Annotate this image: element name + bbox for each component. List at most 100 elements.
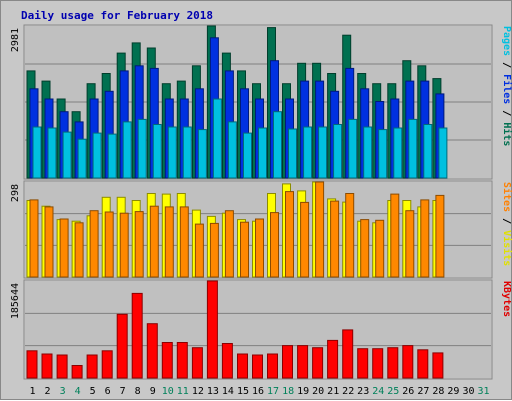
bar-hits-pages-day-26 (408, 118, 418, 179)
bar-visits-sites-day-5 (89, 210, 99, 278)
bar-kbytes-kbytes-day-14 (221, 343, 233, 379)
bar-hits-pages-day-24 (378, 129, 388, 179)
day-label-31: 31 (477, 386, 489, 397)
legend-part: / (501, 212, 512, 230)
bar-visits-sites-day-7 (119, 212, 129, 278)
bar-kbytes-kbytes-day-25 (387, 347, 399, 379)
bar-visits-sites-day-10 (164, 206, 174, 278)
bar-visits-sites-day-26 (405, 210, 415, 278)
bar-kbytes-kbytes-day-18 (282, 345, 293, 379)
bar-visits-sites-day-27 (420, 199, 430, 278)
day-label-18: 18 (282, 386, 294, 397)
day-label-10: 10 (162, 386, 174, 397)
bar-visits-sites-day-21 (330, 200, 340, 278)
bar-hits-pages-day-22 (348, 118, 358, 179)
bar-kbytes-kbytes-day-15 (237, 353, 248, 379)
chart-title: Daily usage for February 2018 (21, 9, 213, 22)
bar-visits-sites-day-22 (345, 193, 355, 278)
bar-kbytes-kbytes-day-13 (206, 280, 218, 379)
bar-kbytes-kbytes-day-12 (191, 347, 203, 379)
bar-hits-pages-day-18 (288, 128, 297, 179)
bar-kbytes-kbytes-day-3 (56, 354, 68, 379)
bar-kbytes-kbytes-day-8 (131, 292, 143, 379)
y-max-label-hits: 2981 (10, 28, 21, 52)
bar-hits-pages-day-15 (243, 132, 252, 179)
bar-visits-sites-day-11 (179, 206, 189, 278)
legend-part: Pages (501, 26, 512, 56)
day-label-21: 21 (327, 386, 339, 397)
bar-kbytes-kbytes-day-23 (357, 348, 369, 379)
bar-hits-pages-day-12 (197, 129, 207, 179)
day-label-22: 22 (342, 386, 354, 397)
day-label-23: 23 (357, 386, 369, 397)
bar-hits-pages-day-23 (363, 126, 373, 179)
bar-kbytes-kbytes-day-20 (312, 347, 324, 379)
bar-visits-sites-day-13 (209, 222, 219, 278)
legend-part: Hits (501, 122, 512, 146)
day-label-28: 28 (432, 386, 444, 397)
bar-hits-pages-day-1 (32, 126, 42, 179)
legend-part: KBytes (501, 281, 512, 317)
day-label-4: 4 (75, 386, 81, 397)
bar-visits-sites-day-25 (390, 193, 400, 278)
bar-hits-pages-day-3 (62, 131, 72, 179)
day-label-3: 3 (60, 386, 66, 397)
day-label-15: 15 (237, 386, 249, 397)
bar-kbytes-kbytes-day-27 (417, 349, 429, 379)
bar-visits-sites-day-14 (224, 210, 234, 278)
day-label-2: 2 (44, 386, 50, 397)
legend-part: Sites (501, 182, 512, 212)
bar-kbytes-kbytes-day-26 (402, 345, 414, 379)
day-label-11: 11 (177, 386, 189, 397)
legend-part: / (501, 104, 512, 122)
day-label-7: 7 (120, 386, 126, 397)
bar-hits-pages-day-13 (212, 98, 222, 179)
bar-visits-sites-day-15 (240, 221, 249, 278)
bar-hits-pages-day-20 (318, 126, 328, 179)
day-label-20: 20 (312, 386, 324, 397)
bar-visits-sites-day-17 (270, 212, 279, 278)
day-label-5: 5 (90, 386, 96, 397)
day-label-8: 8 (135, 386, 141, 397)
bar-visits-sites-day-2 (44, 206, 54, 278)
bar-visits-sites-day-18 (285, 191, 294, 278)
bar-hits-pages-day-9 (152, 124, 162, 179)
legend-kbytes: KBytes (501, 281, 512, 317)
bar-hits-pages-day-5 (92, 132, 102, 179)
bar-hits-pages-day-7 (122, 121, 132, 179)
bar-kbytes-kbytes-day-6 (101, 350, 113, 379)
bar-hits-pages-day-4 (77, 138, 87, 179)
bar-visits-sites-day-12 (194, 223, 204, 278)
bar-kbytes-kbytes-day-10 (161, 342, 173, 379)
y-max-label-kbytes: 185644 (10, 283, 21, 319)
day-label-12: 12 (192, 386, 204, 397)
bar-visits-sites-day-24 (375, 219, 385, 278)
day-label-17: 17 (267, 386, 279, 397)
bar-hits-pages-day-11 (182, 126, 192, 179)
bar-kbytes-kbytes-day-22 (342, 329, 354, 379)
bar-visits-sites-day-23 (360, 219, 370, 278)
bar-hits-pages-day-10 (167, 126, 177, 179)
bar-visits-sites-day-9 (149, 205, 159, 278)
legend-part: / (501, 56, 512, 74)
legend-hits: Pages / Files / Hits (501, 26, 512, 146)
bar-visits-sites-day-3 (59, 218, 69, 278)
bar-kbytes-kbytes-day-24 (372, 348, 384, 379)
panel-border-visits (23, 180, 493, 279)
bar-hits-pages-day-6 (107, 133, 117, 179)
bar-hits-pages-day-19 (303, 126, 313, 179)
bar-kbytes-kbytes-day-28 (432, 352, 444, 379)
bar-kbytes-kbytes-day-9 (146, 323, 158, 379)
bar-kbytes-kbytes-day-4 (71, 365, 83, 379)
day-label-27: 27 (417, 386, 429, 397)
day-label-29: 29 (447, 386, 459, 397)
day-label-13: 13 (207, 386, 219, 397)
bar-kbytes-kbytes-day-16 (252, 354, 263, 379)
bar-kbytes-kbytes-day-7 (116, 313, 128, 379)
panel-border-kbytes (23, 279, 493, 380)
bar-kbytes-kbytes-day-19 (297, 345, 309, 379)
day-label-30: 30 (462, 386, 474, 397)
panel-border-hits (23, 24, 493, 180)
